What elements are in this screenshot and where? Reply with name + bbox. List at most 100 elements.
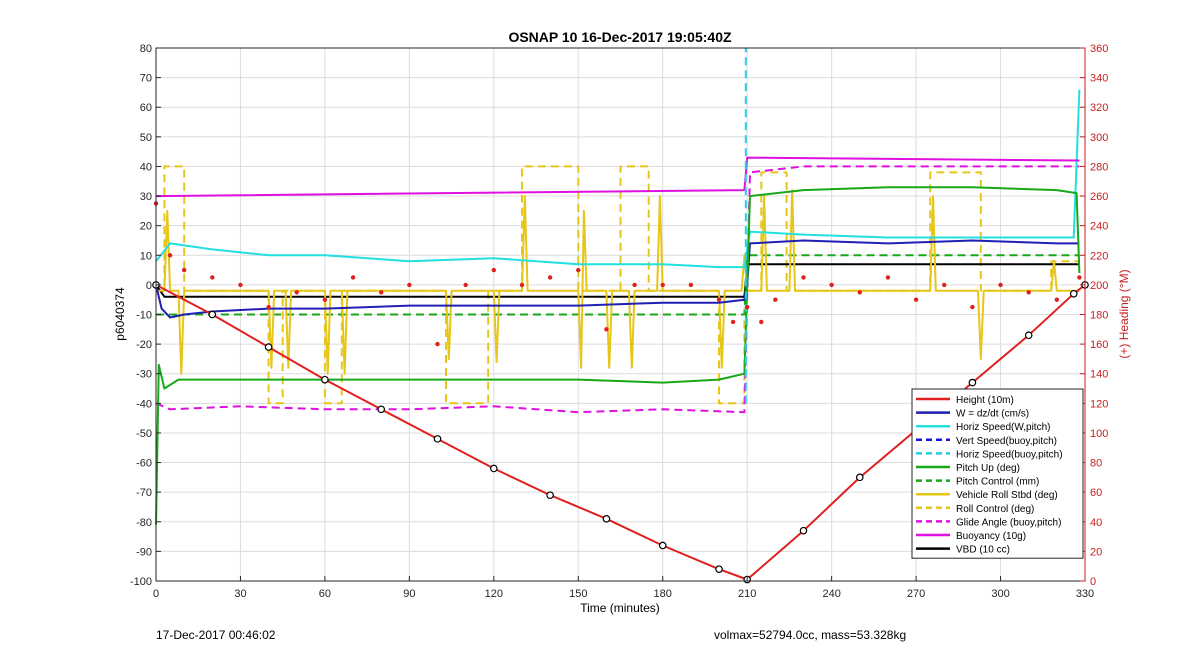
- heading-point: [730, 319, 736, 325]
- heading-point: [1054, 297, 1060, 302]
- y-tick-label: 70: [140, 73, 152, 85]
- x-tick-label: 270: [907, 588, 925, 600]
- heading-point: [1026, 290, 1031, 295]
- heading-point: [801, 275, 806, 280]
- x-tick-label: 300: [991, 588, 1009, 600]
- heading-point: [773, 297, 778, 302]
- heading-point: [716, 297, 722, 302]
- heading-point: [632, 282, 637, 288]
- legend-box: [911, 388, 1084, 559]
- y-tick-label: 10: [140, 250, 152, 262]
- y-tick-label: -90: [136, 546, 152, 558]
- legend-label: Glide Angle (buoy,pitch): [956, 517, 1061, 528]
- legend-label: Vert Speed(buoy,pitch): [956, 436, 1057, 447]
- y-right-tick-label: 0: [1090, 576, 1096, 588]
- height-marker: [321, 375, 329, 384]
- legend-label: Height (10m): [956, 395, 1014, 406]
- y-right-tick-label: 260: [1090, 191, 1108, 203]
- heading-point: [294, 290, 299, 295]
- y-right-tick-label: 180: [1090, 310, 1108, 322]
- y-axis-label-right: (+) Heading (°M): [1117, 269, 1131, 358]
- legend-label: Horiz Speed(buoy,pitch): [956, 449, 1063, 460]
- heading-point: [998, 282, 1003, 288]
- footer-timestamp: 17-Dec-2017 00:46:02: [156, 628, 276, 642]
- x-tick-label: 180: [654, 588, 672, 600]
- y-tick-label: 0: [146, 280, 152, 292]
- x-tick-label: 330: [1076, 588, 1094, 600]
- chart-title: OSNAP 10 16-Dec-2017 19:05:40Z: [508, 29, 732, 45]
- heading-point: [350, 275, 356, 280]
- series-horiz-speed-w-pitch: [155, 89, 1081, 269]
- height-marker: [433, 435, 442, 443]
- series-buoyancy-10g: [155, 156, 1080, 198]
- heading-point: [660, 282, 665, 288]
- legend-label: Vehicle Roll Stbd (deg): [956, 490, 1058, 501]
- x-tick-label: 210: [738, 588, 756, 600]
- legend: Height (10m) W = dz/dt (cm/s) Horiz Speed(…: [911, 388, 1084, 559]
- y-tick-label: -100: [130, 576, 152, 588]
- heading-point: [885, 275, 891, 280]
- heading-point: [913, 297, 919, 302]
- height-marker: [855, 473, 864, 482]
- legend-label: Roll Control (deg): [956, 504, 1034, 515]
- heading-point: [463, 282, 468, 288]
- heading-point: [688, 282, 694, 288]
- y-tick-label: 20: [140, 221, 152, 233]
- height-marker: [602, 515, 611, 523]
- series-heading-scatter-right-axis: [153, 201, 1082, 347]
- y-tick-label: -10: [136, 310, 152, 322]
- x-tick-label: 0: [153, 588, 159, 600]
- height-marker: [264, 343, 273, 351]
- y-axis-label-left: p6040374: [113, 287, 127, 341]
- y-right-tick-label: 160: [1090, 339, 1108, 351]
- y-right-tick-label: 240: [1090, 221, 1108, 233]
- y-right-tick-label: 100: [1090, 428, 1108, 440]
- series-layer: [152, 48, 1089, 584]
- heading-point: [491, 267, 497, 273]
- legend-label: Horiz Speed(W,pitch): [956, 422, 1050, 433]
- x-axis-label: Time (minutes): [580, 601, 660, 615]
- x-tick-label: 240: [822, 588, 840, 600]
- heading-point: [759, 319, 764, 325]
- y-right-tick-label: 80: [1090, 458, 1102, 470]
- series-glide-angle-buoy-pitch: [155, 165, 1080, 414]
- heading-point: [857, 290, 862, 295]
- ticks: 0 30 60 90 120 150 180 210 240 270 300 330807060504…: [130, 43, 1108, 600]
- heading-point: [181, 267, 187, 273]
- y-right-tick-label: 220: [1090, 250, 1108, 262]
- heading-point: [547, 275, 553, 280]
- y-right-tick-label: 360: [1090, 43, 1108, 55]
- heading-point: [519, 282, 525, 288]
- y-tick-label: -70: [136, 487, 152, 499]
- legend-label: VBD (10 cc): [956, 545, 1010, 556]
- legend-label: Pitch Up (deg): [956, 463, 1020, 474]
- height-marker: [208, 310, 217, 319]
- height-marker: [377, 405, 386, 414]
- heading-point: [829, 282, 834, 288]
- height-marker: [546, 491, 554, 499]
- y-tick-label: -80: [136, 517, 152, 529]
- heading-point: [210, 275, 215, 280]
- y-tick-label: -60: [136, 458, 152, 470]
- y-tick-label: -40: [136, 398, 152, 410]
- y-right-tick-label: 20: [1090, 546, 1102, 558]
- y-tick-label: 80: [140, 43, 152, 55]
- legend-label: Buoyancy (10g): [956, 531, 1026, 542]
- y-right-tick-label: 140: [1090, 369, 1108, 381]
- height-marker: [715, 565, 723, 573]
- y-right-tick-label: 320: [1090, 102, 1108, 114]
- x-tick-label: 90: [403, 588, 415, 600]
- heading-point: [576, 267, 581, 273]
- x-tick-label: 150: [569, 588, 587, 600]
- heading-point: [407, 282, 412, 288]
- legend-label: W = dz/dt (cm/s): [956, 409, 1029, 420]
- heading-point: [167, 253, 173, 258]
- y-tick-label: 40: [140, 161, 152, 173]
- heading-point: [942, 282, 947, 288]
- y-tick-label: 50: [140, 132, 152, 144]
- y-tick-label: -20: [136, 339, 152, 351]
- x-tick-label: 120: [485, 588, 503, 600]
- heading-point: [970, 304, 975, 310]
- y-right-tick-label: 40: [1090, 517, 1102, 529]
